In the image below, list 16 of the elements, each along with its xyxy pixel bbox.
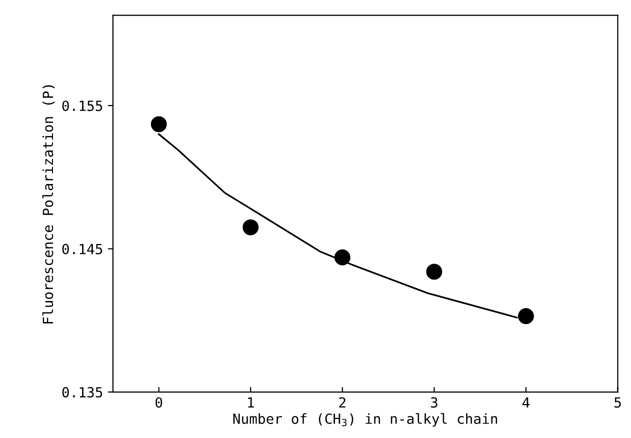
x-tick-label: 1 — [248, 397, 254, 408]
x-axis-title: Number of (CH$_{3}$) in n-alkyl chain — [233, 413, 498, 427]
y-tick-label: 0.145 — [62, 244, 102, 254]
point — [334, 249, 350, 266]
x-tick-label: 2 — [339, 397, 346, 408]
y-tick-label: 0.155 — [62, 100, 102, 112]
point — [150, 116, 167, 132]
x-tick-label: 5 — [614, 397, 621, 408]
point — [426, 264, 442, 280]
x-tick-label: 4 — [522, 397, 530, 408]
y-tick-label: 0.135 — [62, 387, 102, 398]
x-tick-label: 3 — [430, 397, 438, 408]
x-tick-label: 0 — [156, 397, 162, 408]
point — [518, 308, 534, 324]
point — [242, 219, 259, 236]
y-axis-title: Fluorescence Polarization (P) — [42, 85, 55, 324]
